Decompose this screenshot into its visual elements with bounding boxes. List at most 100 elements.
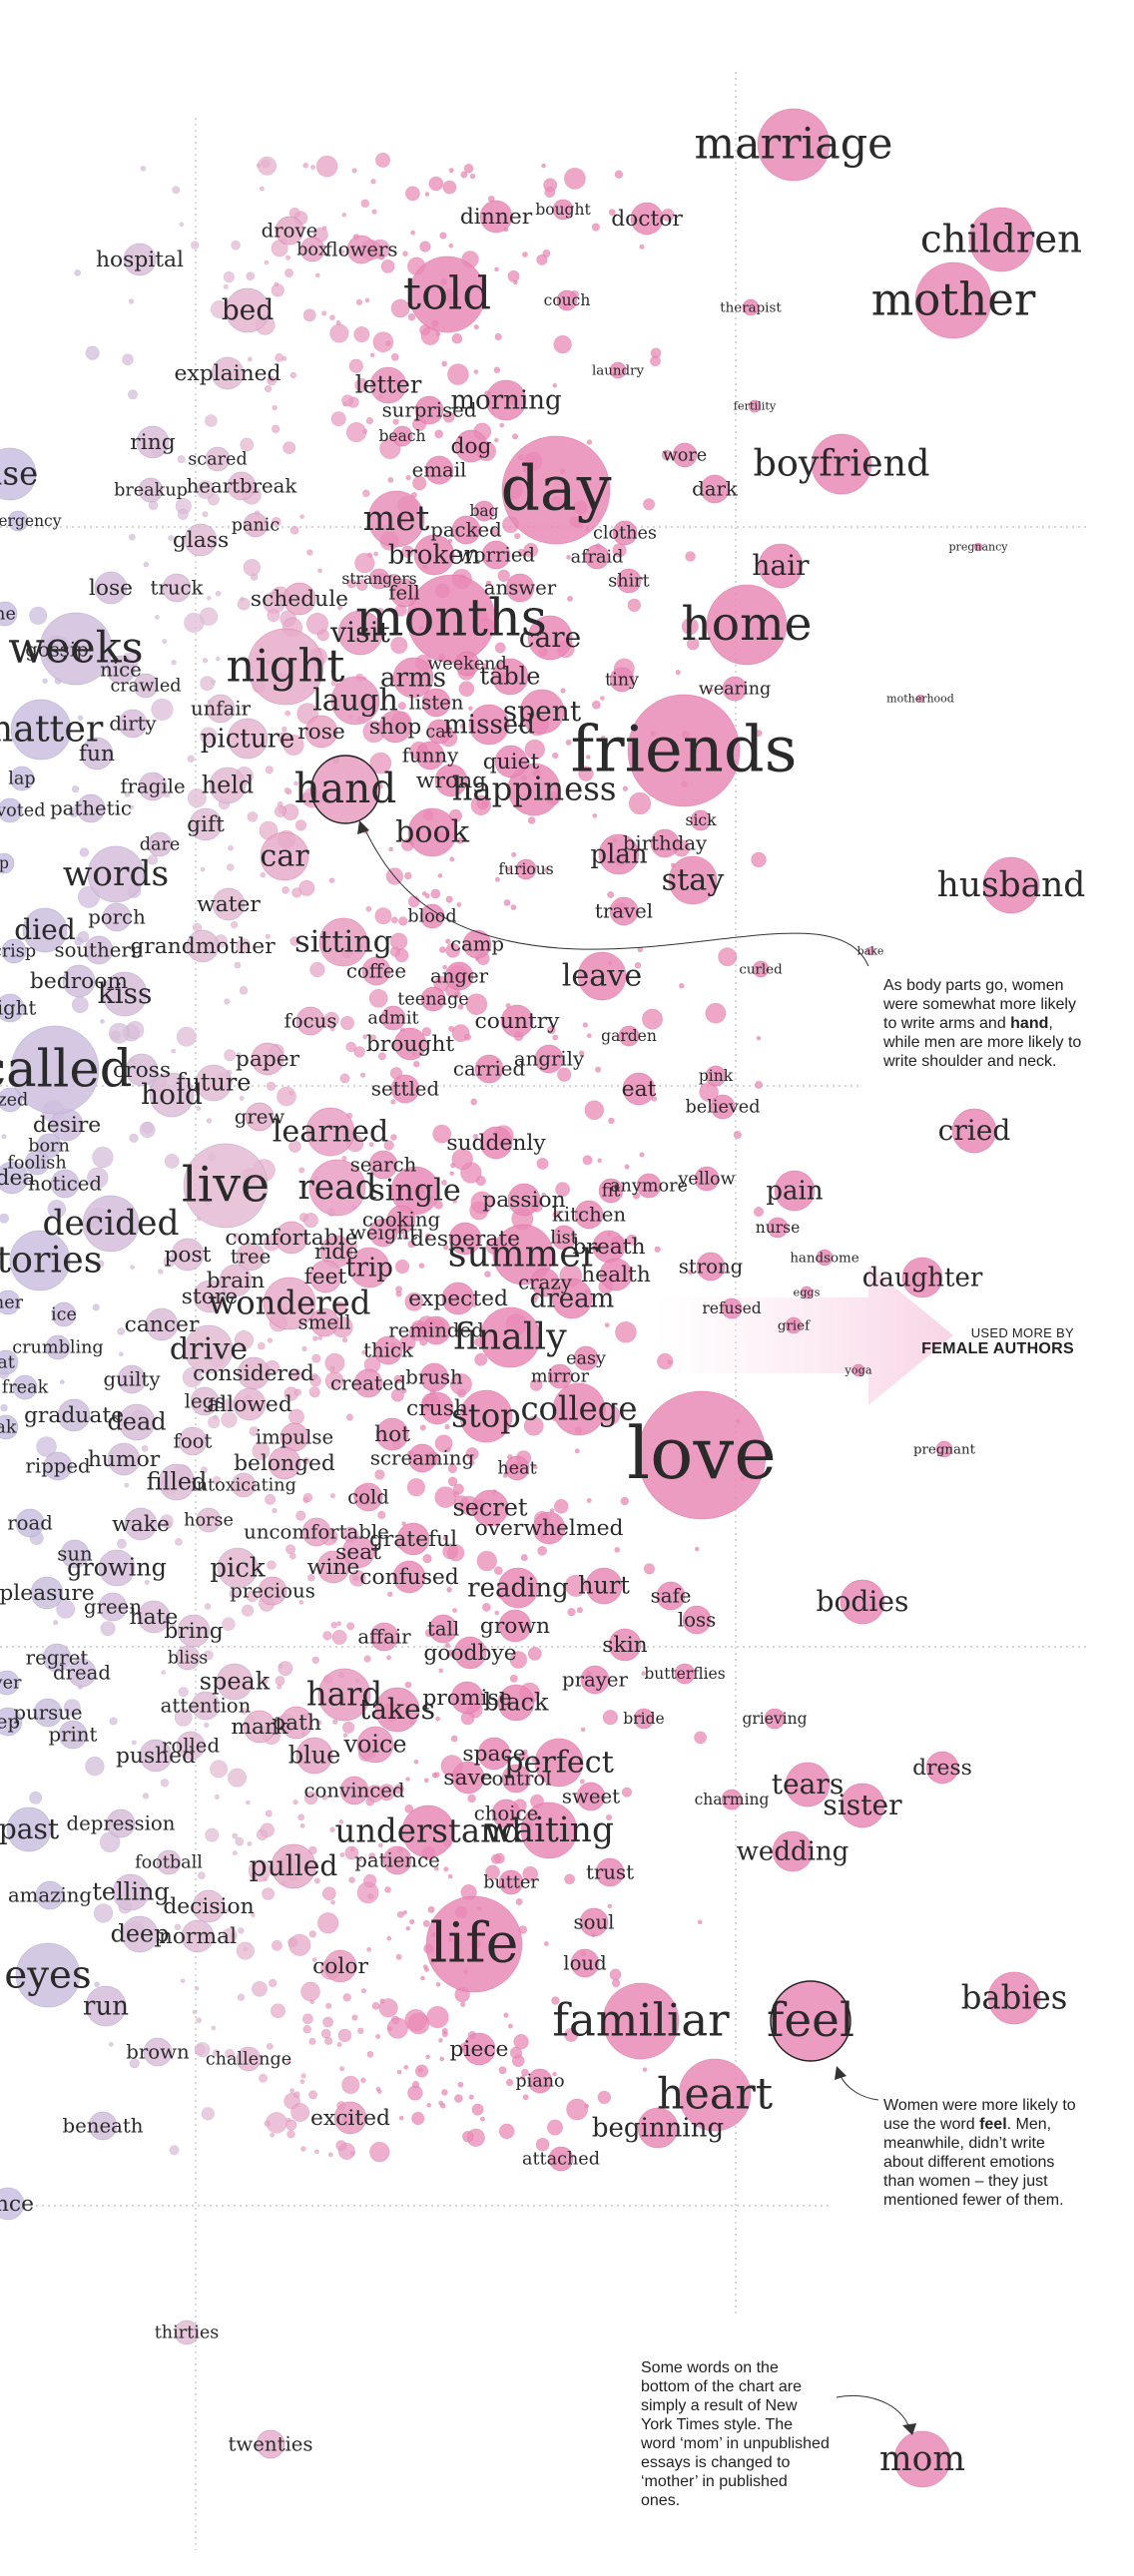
- word-label-dark: dark: [692, 477, 739, 500]
- filler-dot: [300, 2146, 306, 2152]
- word-label-cat: cat: [425, 723, 452, 743]
- bubble-tree: [236, 1242, 266, 1272]
- filler-dot: [355, 298, 363, 306]
- filler-dot: [200, 727, 218, 745]
- bubble-friends: [627, 694, 741, 807]
- filler-dot: [284, 1544, 295, 1555]
- filler-dot: [309, 961, 325, 978]
- filler-dot: [243, 558, 262, 577]
- filler-dot: [390, 916, 398, 924]
- word-label-surprised: surprised: [382, 398, 477, 421]
- filler-dot: [586, 1033, 592, 1039]
- bubble-pick: [217, 1547, 259, 1589]
- filler-dot: [541, 163, 546, 169]
- filler-dot: [316, 1720, 322, 1726]
- bubble-fell: [389, 578, 419, 608]
- word-label-mirror: mirror: [531, 1367, 590, 1387]
- filler-dot: [187, 755, 196, 763]
- word-label-sick: sick: [686, 811, 718, 829]
- bubble-pink: [705, 1065, 727, 1087]
- filler-dot: [435, 1716, 440, 1722]
- bubble-arms: [392, 657, 434, 699]
- filler-dot: [489, 527, 499, 537]
- bubble-bag: [473, 500, 495, 522]
- filler-dot: [302, 1213, 318, 1229]
- filler-dot: [490, 1853, 502, 1864]
- filler-dot: [302, 2024, 311, 2034]
- bubble-broken: [413, 534, 455, 576]
- bubble-crawled: [133, 673, 159, 699]
- bubble-birthday: [650, 828, 680, 858]
- filler-dot: [332, 1719, 338, 1725]
- filler-dot: [339, 1073, 350, 1084]
- word-label-confused: confused: [359, 1565, 459, 1590]
- word-label-bride: bride: [623, 1710, 664, 1728]
- filler-dot: [360, 2077, 366, 2084]
- filler-dot: [498, 2123, 515, 2140]
- filler-dot: [751, 851, 767, 868]
- filler-dot: [377, 1510, 386, 1519]
- filler-dot: [438, 2100, 444, 2106]
- filler-dot: [388, 846, 394, 852]
- bubble-run: [85, 1985, 127, 2027]
- word-label-teenage: teenage: [397, 990, 468, 1010]
- bubble-save: [451, 1761, 485, 1795]
- filler-dot: [522, 1865, 539, 1882]
- filler-dot: [584, 1100, 605, 1121]
- filler-dot: [0, 1403, 8, 1412]
- word-label-idea: idea: [0, 1166, 35, 1191]
- filler-dot: [274, 281, 280, 287]
- word-label-stay: stay: [662, 863, 725, 898]
- word-label-cross: cross: [113, 1058, 171, 1083]
- filler-dot: [302, 162, 309, 169]
- filler-dot: [509, 1651, 528, 1669]
- filler-dot: [147, 854, 159, 865]
- word-label-bliss: bliss: [168, 1649, 209, 1669]
- filler-dot: [0, 1213, 9, 1224]
- filler-dot: [485, 580, 492, 587]
- bubble-breakup: [138, 477, 164, 503]
- word-label-lose: lose: [89, 576, 133, 601]
- filler-dot: [124, 1482, 130, 1488]
- filler-dot: [498, 2066, 507, 2075]
- filler-dot: [565, 739, 572, 746]
- filler-dot: [129, 804, 135, 810]
- bubble-letter: [369, 366, 407, 404]
- filler-dot: [270, 2132, 275, 2138]
- bubble-panic: [243, 512, 269, 538]
- bubble-unfair: [206, 694, 236, 724]
- filler-dot: [639, 1152, 645, 1158]
- word-label-drove: drove: [262, 219, 318, 242]
- bubble-car: [260, 831, 309, 881]
- filler-dot: [205, 1827, 220, 1842]
- bubble-schedule: [283, 582, 316, 616]
- filler-dot: [206, 595, 212, 601]
- word-label-bought: bought: [535, 201, 591, 219]
- filler-dot: [371, 2001, 380, 2010]
- filler-dot: [223, 283, 229, 289]
- bubble-butter: [498, 1869, 524, 1895]
- filler-dot: [494, 1610, 500, 1616]
- bubble-post: [171, 1238, 205, 1272]
- bubble-blue: [295, 1737, 333, 1775]
- filler-dot: [202, 511, 209, 518]
- filler-dot: [241, 705, 246, 711]
- filler-dot: [447, 1544, 465, 1562]
- filler-dot: [288, 1552, 296, 1560]
- filler-dot: [311, 1656, 319, 1665]
- filler-dot: [503, 899, 511, 906]
- word-label-expected: expected: [408, 1287, 508, 1311]
- filler-dot: [634, 961, 642, 969]
- filler-dot: [585, 755, 591, 760]
- filler-dot: [180, 1978, 186, 1984]
- filler-dot: [405, 1926, 411, 1931]
- filler-dot: [376, 2089, 382, 2094]
- filler-dot: [330, 411, 346, 427]
- filler-dot: [608, 1117, 615, 1125]
- filler-dot: [213, 2049, 221, 2057]
- annotation-body-parts: As body parts go, women were somewhat mo…: [883, 977, 1082, 1070]
- filler-dot: [459, 724, 465, 729]
- word-label-football: football: [135, 1853, 203, 1873]
- filler-dot: [394, 1259, 410, 1275]
- bubble-laundry: [609, 361, 627, 379]
